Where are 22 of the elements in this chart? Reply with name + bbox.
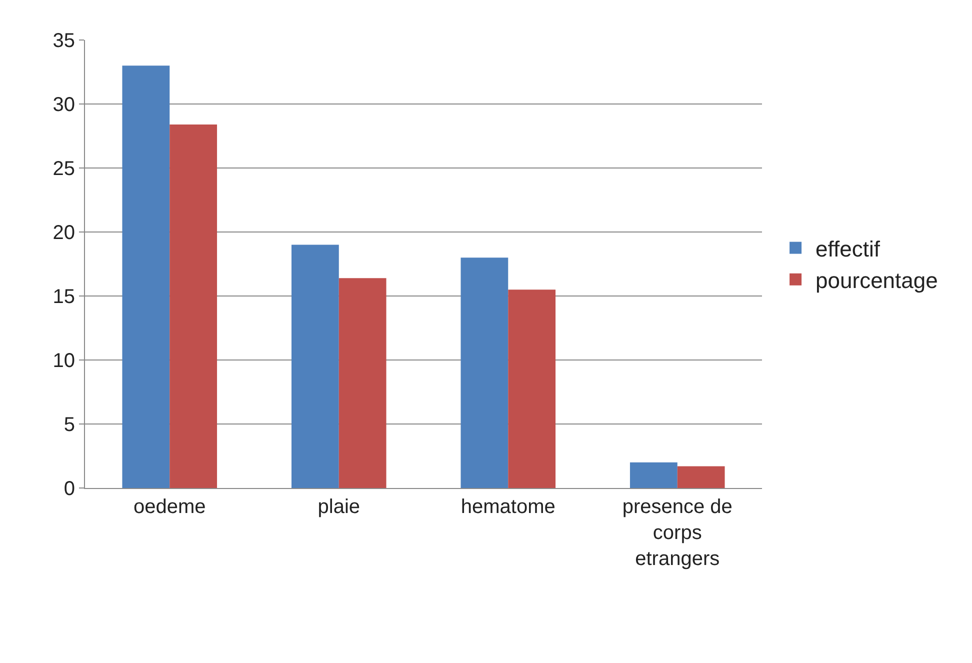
y-tick-label: 5	[64, 414, 75, 436]
legend-label: pourcentage	[816, 268, 938, 293]
x-tick-label: oedeme	[133, 496, 206, 518]
bar	[630, 462, 678, 488]
y-tick-label: 35	[52, 30, 75, 52]
y-tick-label: 30	[52, 94, 75, 116]
y-tick-label: 0	[64, 478, 75, 500]
bar	[291, 244, 339, 488]
bar	[170, 124, 218, 488]
y-tick-label: 20	[52, 222, 75, 244]
x-tick-label: hematome	[460, 496, 556, 518]
bar	[677, 466, 725, 488]
y-tick-label: 15	[52, 286, 75, 308]
bar	[508, 290, 556, 488]
x-tick-label: presence de corps etrangers	[622, 496, 732, 570]
y-tick-label: 10	[52, 350, 75, 372]
x-tick-label: plaie	[318, 496, 360, 518]
legend-label: effectif	[816, 236, 881, 262]
bar	[338, 278, 386, 488]
y-tick-label: 25	[52, 158, 75, 180]
bar	[460, 258, 508, 488]
bar	[122, 66, 170, 488]
